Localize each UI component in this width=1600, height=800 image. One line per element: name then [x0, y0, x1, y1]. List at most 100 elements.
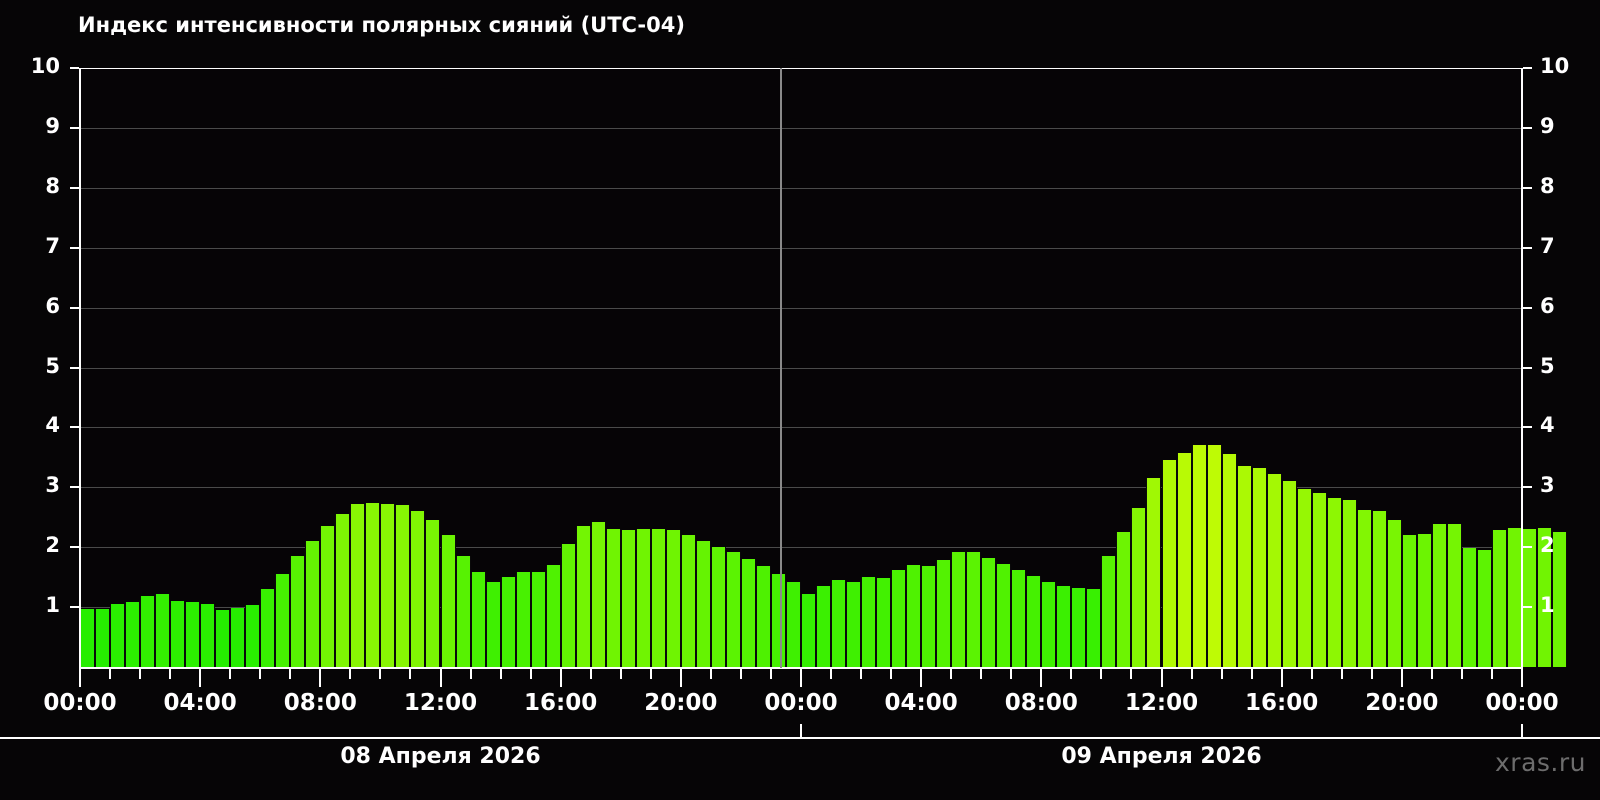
bar	[695, 541, 711, 667]
y-axis-label-right-6: 6	[1540, 293, 1555, 318]
x-tick-minor-3	[169, 669, 172, 679]
y-tick-left-5	[70, 366, 79, 369]
x-tick-major-0	[79, 669, 81, 687]
bar	[1221, 454, 1237, 667]
bar	[816, 586, 832, 667]
gridline-9	[80, 127, 1522, 129]
bar	[275, 574, 291, 667]
y-axis-label-left-1: 1	[45, 593, 60, 618]
y-axis-right	[1521, 68, 1523, 668]
bar	[846, 581, 862, 667]
bar	[1191, 445, 1207, 667]
x-tick-minor-21	[709, 669, 712, 679]
bar	[1266, 474, 1282, 667]
bar	[260, 589, 276, 667]
bar	[620, 530, 636, 667]
y-tick-right-3	[1523, 486, 1532, 489]
x-axis-label-1: 04:00	[163, 690, 237, 716]
bar	[831, 580, 847, 667]
gridline-4	[80, 427, 1522, 429]
x-tick-minor-19	[649, 669, 652, 679]
bar-series	[80, 68, 1568, 667]
gridline-3	[80, 487, 1522, 489]
y-tick-left-6	[70, 306, 79, 309]
gridline-10	[80, 68, 1522, 69]
x-axis-label-10: 16:00	[1245, 690, 1319, 716]
bar	[1176, 452, 1192, 667]
bar	[605, 529, 621, 667]
bar	[1537, 528, 1553, 667]
x-tick-major-32	[1040, 669, 1043, 687]
bar	[725, 552, 741, 667]
bar	[290, 556, 306, 667]
x-tick-minor-15	[529, 669, 532, 679]
x-tick-minor-35	[1130, 669, 1133, 679]
bar	[80, 608, 96, 667]
bar	[710, 547, 726, 667]
x-axis-label-11: 20:00	[1365, 690, 1439, 716]
y-tick-right-1	[1523, 606, 1532, 609]
x-tick-minor-6	[259, 669, 262, 679]
bar	[770, 574, 786, 667]
bar	[1251, 468, 1267, 667]
x-axis-label-8: 08:00	[1004, 690, 1078, 716]
bar	[410, 511, 426, 667]
x-tick-minor-22	[739, 669, 742, 679]
date-label-0: 08 Апреля 2026	[340, 744, 541, 769]
y-axis-label-left-10: 10	[30, 54, 60, 78]
x-tick-minor-17	[589, 669, 592, 679]
x-tick-minor-14	[499, 669, 502, 679]
gridline-6	[80, 307, 1522, 309]
y-axis-label-left-9: 9	[45, 113, 60, 138]
x-tick-minor-30	[980, 669, 983, 679]
y-tick-left-10	[70, 67, 79, 69]
bar	[1041, 581, 1057, 667]
x-tick-minor-47	[1490, 669, 1493, 679]
bar	[95, 608, 111, 667]
date-bracket-end-1	[1521, 724, 1523, 738]
bar	[245, 605, 261, 667]
x-tick-major-28	[920, 669, 923, 687]
x-axis-label-5: 20:00	[644, 690, 718, 716]
bar	[755, 566, 771, 667]
bar	[921, 566, 937, 667]
x-tick-minor-41	[1310, 669, 1313, 679]
bar	[425, 520, 441, 667]
bar	[335, 514, 351, 667]
x-axis-label-7: 04:00	[884, 690, 958, 716]
bar	[380, 504, 396, 667]
x-tick-major-4	[199, 669, 202, 687]
x-tick-major-8	[319, 669, 322, 687]
bar	[891, 569, 907, 667]
x-tick-major-16	[559, 669, 562, 687]
x-tick-minor-26	[860, 669, 863, 679]
gridline-7	[80, 247, 1522, 249]
x-tick-minor-31	[1010, 669, 1013, 679]
bar	[1356, 510, 1372, 667]
bar	[1416, 534, 1432, 667]
bar	[1311, 493, 1327, 667]
bar	[125, 602, 141, 667]
bar	[1401, 535, 1417, 667]
chart-title: Индекс интенсивности полярных сияний (UT…	[78, 13, 685, 37]
bar	[1552, 532, 1568, 667]
x-tick-minor-46	[1460, 669, 1463, 679]
plot-area	[80, 68, 1568, 667]
date-label-1: 09 Апреля 2026	[1061, 744, 1262, 769]
bar	[981, 557, 997, 667]
x-tick-minor-10	[379, 669, 382, 679]
y-tick-left-9	[70, 126, 79, 129]
x-tick-minor-5	[229, 669, 232, 679]
bar	[1431, 524, 1447, 667]
x-tick-minor-33	[1070, 669, 1073, 679]
y-axis-label-right-4: 4	[1540, 413, 1555, 438]
bar	[1506, 528, 1522, 667]
y-axis-label-right-3: 3	[1540, 473, 1555, 498]
bar	[785, 581, 801, 667]
y-axis-label-right-5: 5	[1540, 353, 1555, 378]
y-tick-left-2	[70, 546, 79, 549]
date-bracket-line-0	[0, 737, 801, 739]
y-axis-left	[79, 68, 81, 668]
bar	[455, 556, 471, 667]
y-axis-label-right-8: 8	[1540, 173, 1555, 198]
